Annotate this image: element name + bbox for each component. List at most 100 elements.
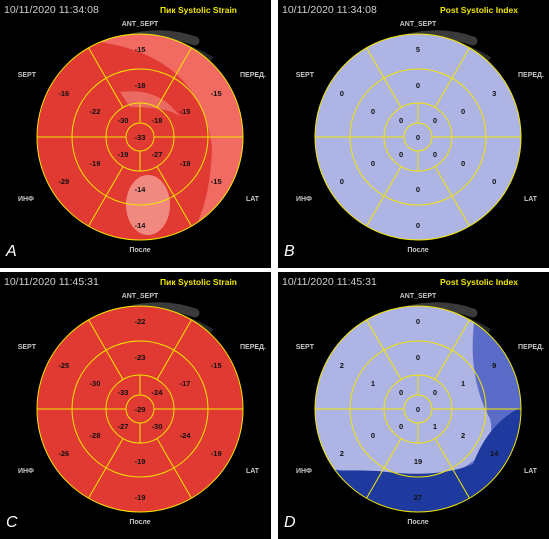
segment-value: -24 (152, 388, 164, 397)
segment-value: 1 (433, 422, 437, 431)
segment-value: -18 (152, 116, 163, 125)
segment-value: -15 (211, 177, 222, 186)
segment-value: -15 (135, 45, 146, 54)
segment-value: -14 (135, 221, 147, 230)
segment-value: 0 (416, 405, 420, 414)
timestamp: 10/11/2020 11:45:31 (282, 276, 377, 288)
segment-value: -18 (135, 81, 146, 90)
segment-divider (366, 319, 402, 380)
segment-divider (434, 47, 470, 108)
segment-value: 0 (340, 177, 344, 186)
wall-label-left-bottom: ИНФ (18, 468, 34, 475)
segment-value: 2 (340, 449, 344, 458)
segment-value: -30 (90, 379, 101, 388)
segment-divider (156, 319, 192, 380)
panel-letter: C (6, 514, 18, 531)
wall-label-right-top: ПЕРЕД. (518, 344, 544, 351)
segment-divider (366, 47, 402, 108)
segment-value: -30 (152, 422, 163, 431)
segment-value: -30 (118, 116, 129, 125)
segment-value: 0 (433, 150, 437, 159)
wall-label-left-top: SEPT (18, 344, 37, 351)
segment-value: -22 (135, 317, 146, 326)
wall-label-top: ANT_SEPT (122, 293, 159, 300)
segment-divider (88, 47, 124, 108)
segment-value: 0 (492, 177, 496, 186)
bullseye-disc (315, 34, 521, 240)
segment-value: -33 (135, 133, 146, 142)
segment-divider (366, 166, 402, 227)
wall-label-right-bottom: LAT (246, 196, 260, 203)
segment-value: -15 (211, 361, 222, 370)
wall-label-top: ANT_SEPT (400, 293, 437, 300)
segment-value: -15 (211, 89, 222, 98)
wall-label-right-top: ПЕРЕД. (518, 72, 544, 79)
segment-value: 0 (399, 422, 403, 431)
index-region-dark (315, 404, 521, 512)
bullseye-panel-d: 0 9 14 27 2 2 0 1 2 19 0 1 0 0 1 0 0 ANT_SEPT ПЕРЕД. SEPT LA… (278, 272, 549, 539)
panel-title: Пик Systolic Strain (160, 277, 237, 287)
segment-value: -19 (211, 449, 222, 458)
wall-label-bottom: После (129, 247, 150, 254)
segment-value: 1 (371, 379, 375, 388)
segment-value: -25 (58, 361, 69, 370)
wall-label-left-top: SEPT (296, 72, 315, 79)
wall-label-right-bottom: LAT (246, 468, 260, 475)
segment-value: 2 (340, 361, 344, 370)
segment-value: -16 (58, 89, 69, 98)
segment-value: -19 (135, 457, 146, 466)
segment-value: 0 (433, 388, 437, 397)
segment-value: 0 (461, 159, 465, 168)
segment-divider (434, 438, 470, 499)
panel-title: Post Systolic Index (440, 277, 518, 287)
bullseye-plot[interactable]: 5 3 0 0 0 0 0 0 0 0 0 0 0 0 0 0 0 ANT_SEPT ПЕРЕД. SEPT LAT ИН… (278, 0, 549, 268)
segment-value: -26 (58, 449, 69, 458)
wall-label-top: ANT_SEPT (122, 21, 159, 28)
wall-label-left-bottom: ИНФ (18, 196, 34, 203)
segment-value: -27 (152, 150, 163, 159)
wall-label-bottom: После (129, 519, 150, 526)
bullseye-panel-c: -22 -15 -19 -19 -26 -25 -23 -17 -24 -19 -28 -30 -33-… (0, 272, 271, 539)
timestamp: 10/11/2020 11:34:08 (4, 4, 99, 16)
segment-value: 0 (399, 388, 403, 397)
segment-value: 0 (371, 431, 375, 440)
wall-label-right-top: ПЕРЕД. (240, 72, 266, 79)
bullseye-disc (315, 306, 521, 512)
segment-divider (88, 438, 124, 499)
panel-letter: B (284, 243, 295, 260)
timestamp: 10/11/2020 11:34:08 (282, 4, 377, 16)
wall-label-left-bottom: ИНФ (296, 196, 312, 203)
bullseye-plot[interactable]: -22-15-19-19-26-25-23-17-24-19-28-30-33-… (0, 272, 271, 539)
segment-value: 19 (414, 457, 422, 466)
segment-value: 5 (416, 45, 420, 54)
segment-divider (366, 438, 402, 499)
segment-value: 0 (371, 159, 375, 168)
panel-letter: A (6, 243, 17, 260)
segment-value: -29 (58, 177, 69, 186)
segment-value: 0 (433, 116, 437, 125)
segment-divider (434, 319, 470, 380)
panel-letter: D (284, 514, 296, 531)
segment-divider (88, 319, 124, 380)
wall-label-bottom: После (407, 247, 428, 254)
segment-value: 0 (416, 221, 420, 230)
segment-divider (156, 438, 192, 499)
segment-value: 0 (416, 317, 420, 326)
segment-value: -22 (90, 107, 101, 116)
segment-value: 0 (371, 107, 375, 116)
segment-value: -24 (180, 431, 192, 440)
segment-value: -19 (135, 493, 146, 502)
wall-label-top: ANT_SEPT (400, 21, 437, 28)
segment-value: -23 (135, 353, 146, 362)
bullseye-panel-b: 5 3 0 0 0 0 0 0 0 0 0 0 0 0 0 0 0 ANT_SEPT ПЕРЕД. SEPT LAT ИН… (278, 0, 549, 268)
segment-divider (156, 47, 192, 108)
segment-value: 0 (416, 81, 420, 90)
bullseye-plot[interactable]: 0 9 14 27 2 2 0 1 2 19 0 1 0 0 1 0 0 ANT_SEPT ПЕРЕД. SEPT LA… (278, 272, 549, 539)
bullseye-plot[interactable]: -15-15-15-14-29-16-18-15-19-14-19-22-30-… (0, 0, 271, 268)
segment-divider (156, 166, 192, 227)
segment-value: 0 (416, 133, 420, 142)
segment-value: -33 (118, 388, 129, 397)
segment-value: 14 (490, 449, 499, 458)
segment-value: 9 (492, 361, 496, 370)
segment-value: 2 (461, 431, 465, 440)
